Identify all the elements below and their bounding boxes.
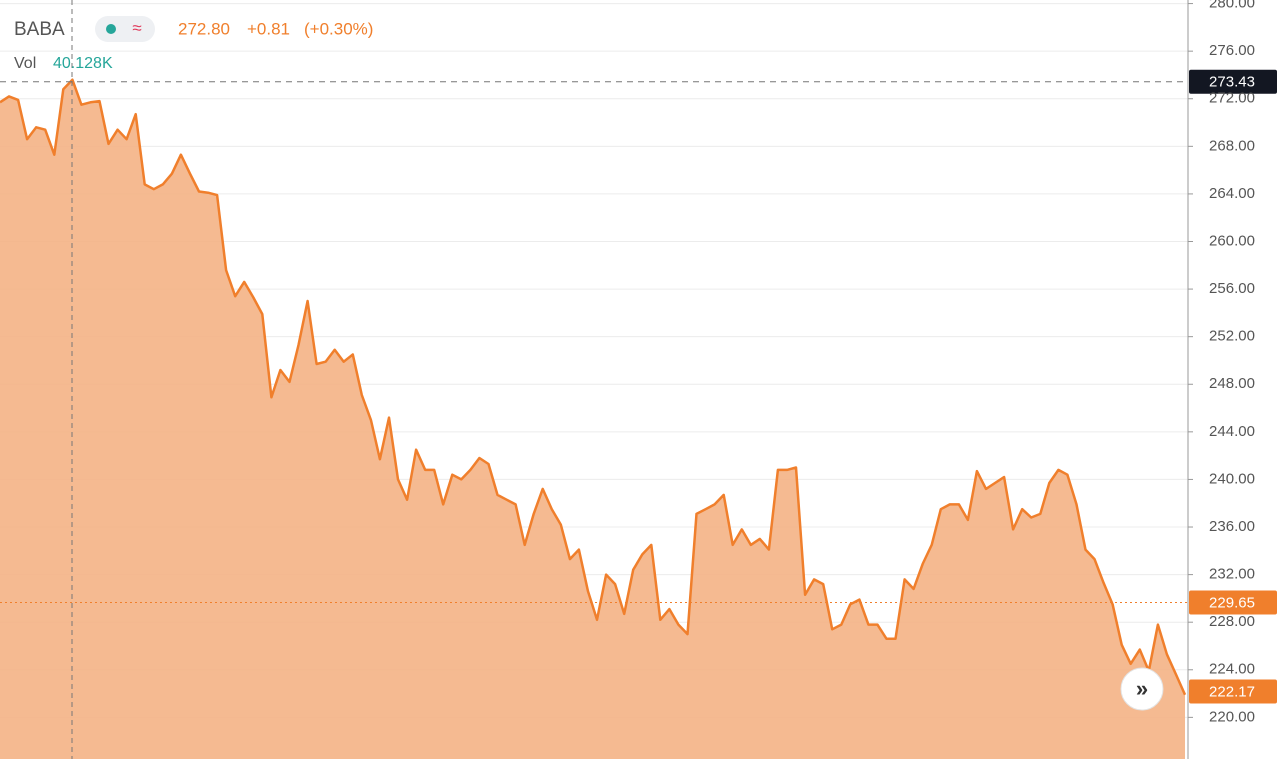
price-tag xyxy=(1189,69,1277,94)
wave-icon: ≈ xyxy=(132,18,141,37)
indicator-toggle[interactable] xyxy=(95,16,155,42)
y-tick-label: 220.00 xyxy=(1209,708,1255,725)
y-tick-label: 256.00 xyxy=(1209,280,1255,297)
y-tick-label: 240.00 xyxy=(1209,470,1255,487)
scroll-icon: » xyxy=(1136,676,1148,701)
status-dot xyxy=(106,24,116,34)
price-tag xyxy=(1189,590,1277,615)
y-tick-label: 252.00 xyxy=(1209,328,1255,345)
y-tick-label: 224.00 xyxy=(1209,661,1255,678)
y-tick-label: 276.00 xyxy=(1209,42,1255,59)
y-tick-label: 272.00 xyxy=(1209,90,1255,107)
y-tick-label: 248.00 xyxy=(1209,375,1255,392)
volume: 40.128K xyxy=(53,55,113,72)
area-fill xyxy=(0,79,1185,759)
change: +0.81 xyxy=(247,19,290,38)
scroll-button[interactable] xyxy=(1120,667,1164,711)
price-tags: 273.43 229.65 222.17 xyxy=(0,69,1277,704)
price-tag-label: 273.43 xyxy=(1209,74,1255,91)
price: 272.80 xyxy=(178,19,230,38)
symbol: BABA xyxy=(14,19,65,40)
y-tick-label: 280.00 xyxy=(1209,0,1255,12)
change-pct: (+0.30%) xyxy=(304,19,373,38)
price-line xyxy=(0,78,1187,696)
price-tag xyxy=(1189,679,1277,704)
y-tick-label: 236.00 xyxy=(1209,518,1255,535)
y-tick-label: 244.00 xyxy=(1209,423,1255,440)
y-tick-label: 232.00 xyxy=(1209,566,1255,583)
plot-area xyxy=(0,3,1188,759)
y-tick-label: 268.00 xyxy=(1209,137,1255,154)
price-tag-label: 222.17 xyxy=(1209,684,1255,701)
y-tick-label: 264.00 xyxy=(1209,185,1255,202)
y-tick-label: 228.00 xyxy=(1209,613,1255,630)
price-tag-label: 229.65 xyxy=(1209,595,1255,612)
volume-label: Vol xyxy=(14,55,36,72)
y-tick-label: 260.00 xyxy=(1209,232,1255,249)
